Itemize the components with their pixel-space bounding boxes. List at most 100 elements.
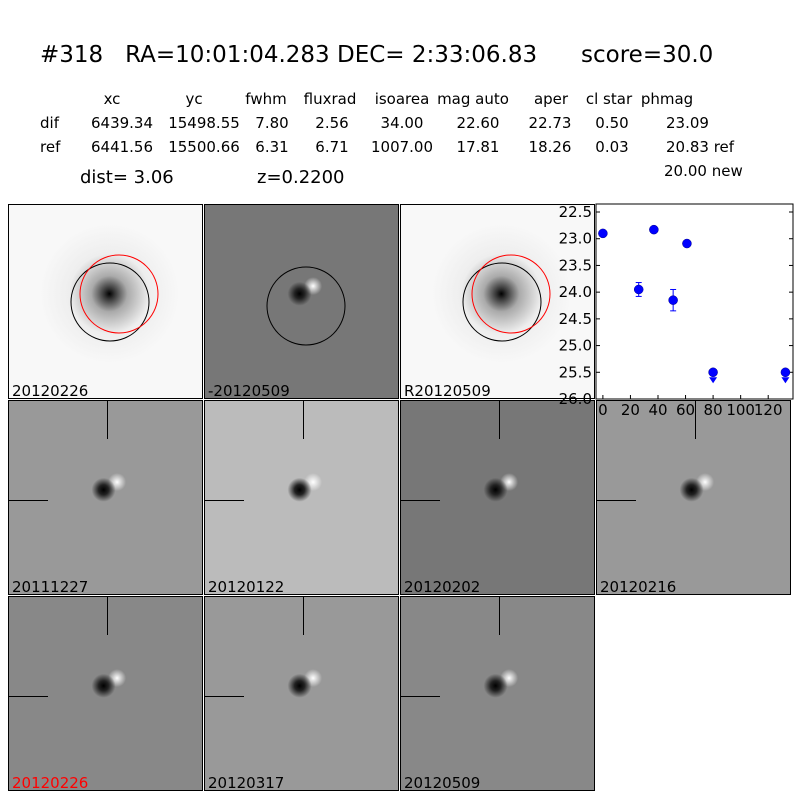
image-stamp[interactable]: 20120226 [8,204,203,399]
plot-area [595,203,794,400]
crosshair-horizontal [401,696,440,697]
stamp-date-label: -20120509 [208,382,290,399]
image-stamp[interactable]: -20120509 [204,204,399,399]
image-stamp[interactable]: 20120216 [596,400,791,595]
data-point [708,367,718,378]
stamp-date-label: 20120317 [208,774,285,791]
x-tick-label: 60 [676,401,695,419]
image-stamp[interactable]: 20120226 [8,596,203,791]
crosshair-vertical [695,401,696,439]
table-cell: 20.83 ref [666,138,735,156]
crosshair-vertical [499,401,500,439]
dif-circle [79,254,159,334]
image-stamp[interactable]: 20120509 [400,596,595,791]
y-tick-label: 23.5 [559,256,592,274]
table-cell: 15498.55 [168,114,240,132]
column-header: cl star [585,90,633,108]
y-tick-label: 23.0 [559,230,592,248]
stamp-date-label: 20120122 [208,578,285,595]
data-point [780,367,791,378]
column-header: fluxrad [303,90,357,108]
table-cell: 23.09 [666,114,709,132]
crosshair-horizontal [597,500,636,501]
column-header: fwhm [245,90,287,108]
crosshair-horizontal [205,696,244,697]
table-cell: 0.03 [595,138,629,156]
column-header: xc [103,90,121,108]
candidate-title: #318 RA=10:01:04.283 DEC= 2:33:06.83 sco… [40,42,713,68]
x-tick-label: 20 [621,401,640,419]
data-point [633,284,644,295]
image-stamp[interactable]: 20111227 [8,400,203,595]
column-header: yc [185,90,203,108]
image-stamp[interactable]: 20120122 [204,400,399,595]
table-cell: 6441.56 [90,138,154,156]
crosshair-vertical [303,597,304,635]
y-tick-label: 25.5 [559,363,592,381]
x-tick-label: 80 [704,401,723,419]
table-cell: 1007.00 [370,138,434,156]
crosshair-horizontal [401,500,440,501]
column-header: phmag [640,90,694,108]
aperture-circles [266,266,346,346]
crosshair-vertical [499,597,500,635]
y-tick-label: 22.5 [559,203,592,221]
data-point [649,224,659,235]
image-stamp[interactable]: 20120202 [400,400,595,595]
dif-circle [471,254,551,334]
table-cell: 18.26 [528,138,572,156]
data-point [682,238,692,249]
table-cell: 22.60 [456,114,500,132]
upper-limit-arrow [709,377,718,384]
stamp-date-label: 20111227 [12,578,89,595]
ra: RA=10:01:04.283 [125,42,330,68]
y-tick-label: 24.5 [559,310,592,328]
stamp-date-label: R20120509 [404,382,491,399]
ref-circle [70,262,150,342]
x-tick-label: 100 [726,401,755,419]
stamp-date-label: 20120216 [600,578,677,595]
candidate-id: #318 [40,42,104,68]
aperture-circles [70,254,159,342]
stamp-date-label: 20120509 [404,774,481,791]
x-tick-label: 40 [648,401,667,419]
stamp-date-label: 20120226 [12,382,89,399]
upper-limit-arrow [781,377,790,384]
data-point [668,295,678,305]
row-label: ref [40,138,61,156]
x-tick-label: 120 [754,401,783,419]
table-cell: 2.56 [315,114,349,132]
stamp-date-label: 20120202 [404,578,481,595]
crosshair-vertical [303,401,304,439]
score: score=30.0 [581,42,714,68]
table-cell: 6439.34 [90,114,154,132]
table-cell: 17.81 [456,138,500,156]
y-tick-label: 24.0 [559,283,592,301]
y-tick-label: 25.0 [559,337,592,355]
ref-circle [462,262,542,342]
data-point [598,228,608,239]
aperture-circles [462,254,551,342]
table-cell: 34.00 [380,114,424,132]
stamp-date-label: 20120226 [12,774,89,791]
row-label: dif [40,114,59,132]
crosshair-horizontal [9,696,48,697]
y-tick-label: 26.0 [559,390,592,408]
table-cell: 15500.66 [168,138,240,156]
crosshair-horizontal [9,500,48,501]
crosshair-horizontal [205,500,244,501]
column-header: aper [533,90,569,108]
image-stamp[interactable]: 20120317 [204,596,399,791]
new-mag: 20.00 new [664,162,743,180]
column-header: isoarea [374,90,430,108]
image-stamp[interactable]: R20120509 [400,204,595,399]
redshift: z=0.2200 [257,167,345,188]
table-cell: 6.71 [315,138,349,156]
dec: DEC= 2:33:06.83 [337,42,538,68]
table-cell: 0.50 [595,114,629,132]
table-cell: 7.80 [255,114,289,132]
column-header: mag auto [437,90,509,108]
table-cell: 6.31 [255,138,289,156]
light-curve-chart: 22.5 23.0 23.5 24.0 24.5 25.0 25.5 26.0 0 20 40 60 8… [559,203,794,419]
x-tick-label: 0 [598,401,608,419]
